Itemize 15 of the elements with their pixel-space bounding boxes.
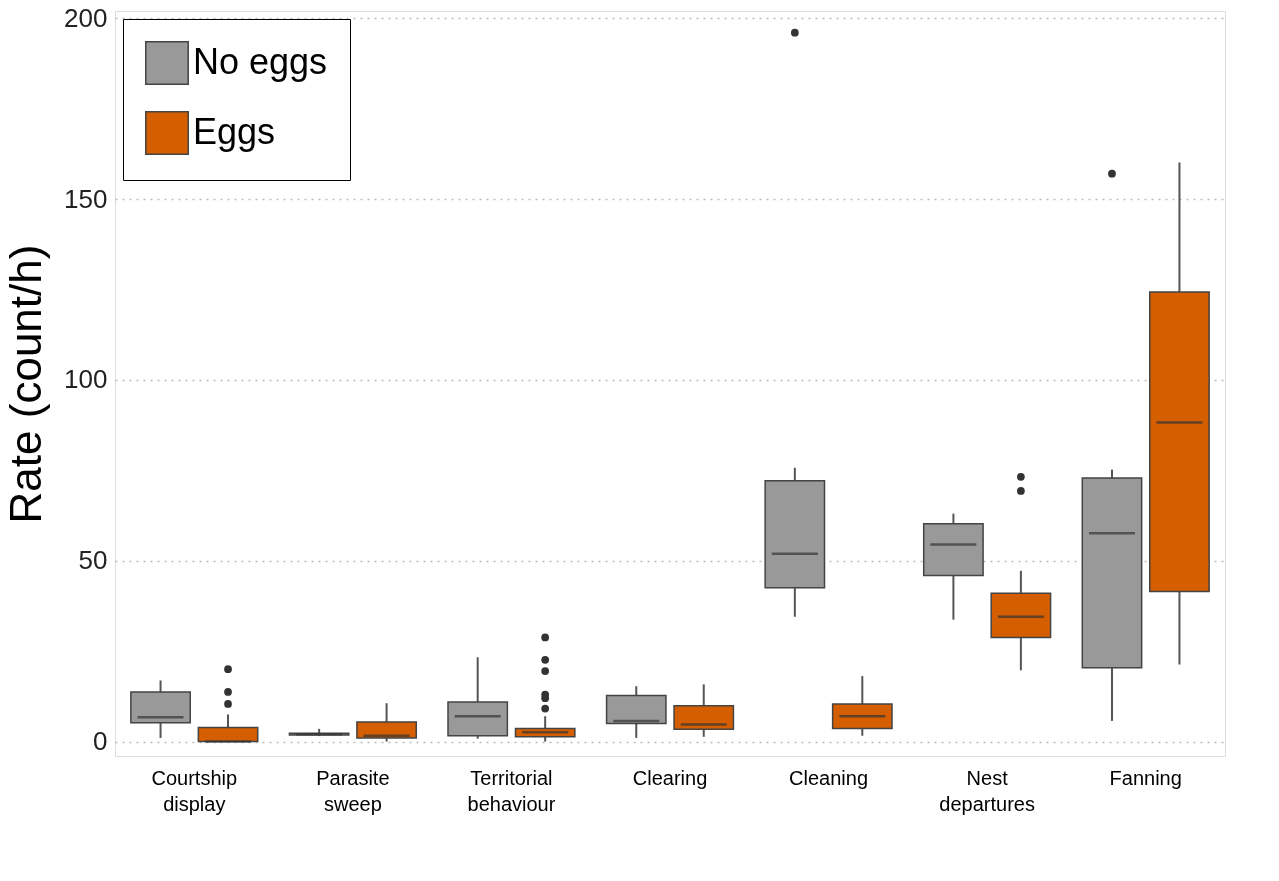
- x-tick-label: Fanning: [1109, 766, 1182, 789]
- y-axis-title: Rate (count/h): [1, 244, 51, 524]
- y-tick-label: 50: [78, 545, 108, 576]
- x-tick-label: Cleaning: [789, 766, 869, 789]
- y-tick-label: 150: [64, 183, 108, 214]
- x-tick-label: Clearing: [632, 766, 708, 789]
- legend-label: No eggs: [193, 41, 328, 82]
- legend-label: Eggs: [193, 111, 276, 152]
- y-tick-label: 200: [64, 2, 108, 33]
- y-tick-label: 0: [93, 726, 108, 757]
- x-tick-label: Nest departures: [939, 766, 1035, 815]
- y-tick-label: 100: [64, 364, 108, 395]
- x-tick-label: Courtship display: [151, 766, 238, 815]
- x-tick-label: Territorial behaviour: [467, 766, 556, 815]
- x-tick-label: Parasite sweep: [316, 766, 390, 815]
